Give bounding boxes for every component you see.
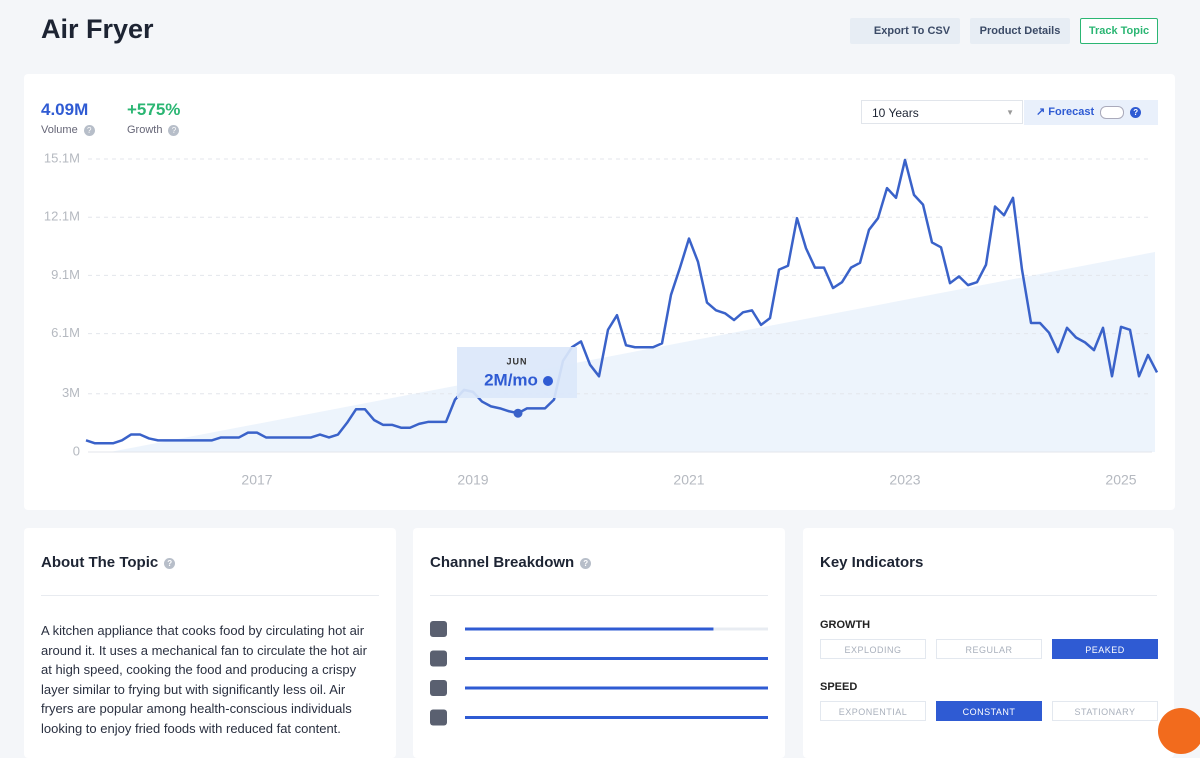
chat-button[interactable] (1158, 708, 1200, 754)
channel-card: Channel Breakdown? (413, 528, 785, 758)
x-tick-label: 2019 (457, 472, 488, 488)
channel-icon (430, 709, 447, 726)
label: Export To CSV (873, 25, 951, 37)
y-tick-label: 9.1M (51, 267, 80, 282)
details-button[interactable]: Product Details (970, 18, 1070, 44)
channel-icon (430, 680, 447, 696)
option[interactable]: CONSTANT (936, 701, 1042, 721)
card-title: Key Indicators (820, 554, 924, 571)
y-tick-label: 15.1M (44, 150, 80, 165)
x-tick-label: 2017 (241, 472, 272, 488)
volume-label: Volume? (41, 124, 95, 136)
option[interactable]: STATIONARY (1052, 701, 1158, 721)
about-card: About The Topic? A kitchen appliance tha… (24, 528, 396, 758)
tooltip-icon (543, 376, 553, 386)
channel-bars (430, 621, 768, 726)
tooltip-value: 2M/mo (484, 370, 538, 389)
tooltip-month: JUN (506, 356, 527, 366)
option[interactable]: REGULAR (936, 639, 1042, 659)
text: 10 Years (872, 106, 919, 120)
y-tick-label: 3M (62, 385, 80, 400)
group-name: SPEED (820, 681, 858, 693)
x-tick-label: 2025 (1105, 472, 1136, 488)
x-tick-label: 2021 (673, 472, 704, 488)
text: Channel Breakdown (430, 554, 575, 571)
track-button[interactable]: Track Topic (1080, 18, 1158, 44)
x-tick-label: 2023 (889, 472, 920, 488)
trend-chart: 0 3M 6.1M 9.1M 12.1M 15.1M 2017 2019 2021 2023 202… (44, 150, 1159, 488)
card-title: About The Topic? (41, 554, 176, 571)
highlight-point (513, 408, 523, 418)
growth-value: +575% (127, 100, 181, 119)
option[interactable]: PEAKED (1052, 639, 1158, 659)
trend-area (110, 252, 1155, 452)
volume-line (85, 158, 1159, 445)
y-tick-label: 0 (73, 443, 80, 458)
text: Growth (127, 124, 163, 136)
export-button[interactable]: Export To CSV (850, 18, 960, 44)
option[interactable]: EXPLODING (820, 639, 926, 659)
y-tick-label: 6.1M (51, 325, 80, 340)
y-tick-label: 12.1M (44, 209, 80, 224)
option[interactable]: EXPONENTIAL (820, 701, 926, 721)
forecast-toggle[interactable]: ↗ Forecast? (1024, 100, 1158, 125)
text: Forecast (1048, 106, 1095, 118)
channel-icon (430, 650, 447, 667)
channel-icon (430, 621, 447, 637)
about-text: A kitchen appliance that cooks food by c… (41, 623, 367, 736)
page-title: Air Fryer (41, 14, 154, 44)
card-title: Channel Breakdown? (430, 554, 592, 571)
range-select[interactable]: 10 Years ▼ (861, 100, 1023, 124)
growth-label: Growth? (127, 124, 180, 136)
text: Volume (41, 124, 78, 136)
page: Air Fryer Export To CSV Product Details … (24, 14, 1200, 758)
indicators-card: Key Indicators GROWTH EXPLODING REGULAR PEA… (803, 528, 1174, 758)
tooltip-box (457, 347, 577, 398)
text: About The Topic (41, 554, 159, 571)
volume-value: 4.09M (41, 100, 89, 119)
group-name: GROWTH (820, 619, 871, 631)
